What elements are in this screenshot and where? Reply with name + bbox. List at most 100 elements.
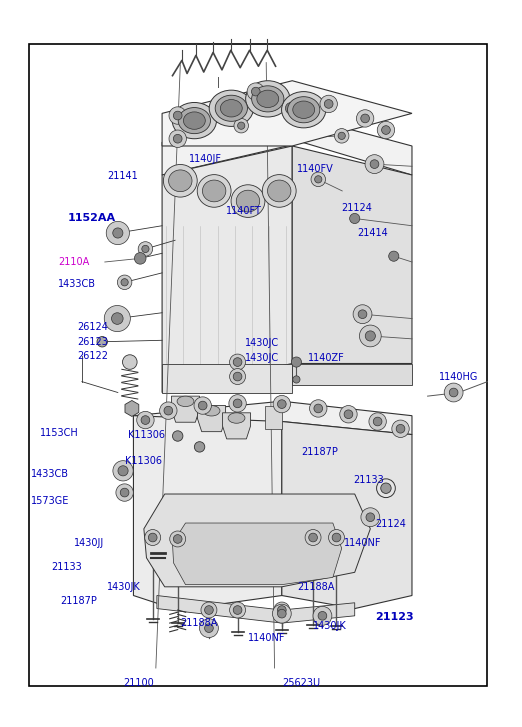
Ellipse shape <box>209 90 254 126</box>
Polygon shape <box>125 401 139 417</box>
Circle shape <box>229 395 246 412</box>
Ellipse shape <box>197 174 231 207</box>
Text: 1433CB: 1433CB <box>58 278 96 289</box>
Circle shape <box>293 376 300 383</box>
Ellipse shape <box>177 396 194 406</box>
Circle shape <box>116 484 133 501</box>
Circle shape <box>145 529 161 545</box>
Text: 21133: 21133 <box>52 561 82 571</box>
Circle shape <box>360 325 381 347</box>
Polygon shape <box>162 146 292 393</box>
Circle shape <box>170 531 186 547</box>
Circle shape <box>238 122 245 129</box>
Bar <box>29 44 488 686</box>
Ellipse shape <box>172 103 217 139</box>
Text: 1433CB: 1433CB <box>31 469 69 478</box>
Circle shape <box>365 155 384 174</box>
Ellipse shape <box>203 180 226 202</box>
Text: 26122: 26122 <box>78 351 109 361</box>
Circle shape <box>274 602 290 618</box>
Circle shape <box>142 245 149 252</box>
Ellipse shape <box>288 97 320 123</box>
Text: 1430JK: 1430JK <box>313 621 347 631</box>
Circle shape <box>278 606 286 614</box>
Circle shape <box>135 252 146 264</box>
Circle shape <box>353 305 372 324</box>
Circle shape <box>313 606 332 625</box>
Text: 1430JJ: 1430JJ <box>74 538 104 548</box>
Circle shape <box>350 214 360 224</box>
Circle shape <box>230 602 245 618</box>
Text: 21187P: 21187P <box>302 447 338 457</box>
Circle shape <box>117 275 132 289</box>
Polygon shape <box>162 108 412 175</box>
Text: 1430JC: 1430JC <box>245 338 279 348</box>
Circle shape <box>382 126 390 134</box>
Text: 1430JC: 1430JC <box>245 353 279 363</box>
Text: 1430JK: 1430JK <box>108 582 141 592</box>
Ellipse shape <box>267 180 291 202</box>
Ellipse shape <box>246 81 290 117</box>
Circle shape <box>252 87 260 96</box>
Circle shape <box>118 466 128 476</box>
Text: 21133: 21133 <box>354 475 384 484</box>
Circle shape <box>381 483 391 494</box>
Circle shape <box>335 129 349 143</box>
Circle shape <box>205 606 213 614</box>
Circle shape <box>373 417 382 426</box>
Text: 1140JF: 1140JF <box>189 154 222 164</box>
Circle shape <box>173 134 182 143</box>
Circle shape <box>113 228 123 238</box>
Polygon shape <box>134 401 412 436</box>
Circle shape <box>370 160 379 169</box>
Ellipse shape <box>231 185 265 217</box>
Circle shape <box>173 534 182 543</box>
Polygon shape <box>265 406 282 429</box>
Text: 26124: 26124 <box>78 322 109 332</box>
Circle shape <box>340 406 357 423</box>
Text: K11306: K11306 <box>128 430 165 440</box>
Circle shape <box>172 431 183 441</box>
Circle shape <box>320 95 337 113</box>
Text: 1140NF: 1140NF <box>247 632 285 643</box>
Polygon shape <box>162 364 292 393</box>
Text: 1573GE: 1573GE <box>31 497 69 506</box>
Circle shape <box>272 604 291 623</box>
Circle shape <box>194 442 205 452</box>
Circle shape <box>164 406 173 415</box>
Circle shape <box>234 119 248 133</box>
Circle shape <box>169 107 186 124</box>
Circle shape <box>396 425 405 433</box>
Ellipse shape <box>169 170 192 192</box>
Ellipse shape <box>281 92 326 128</box>
Ellipse shape <box>215 95 247 121</box>
Text: 2110A: 2110A <box>58 257 89 267</box>
Circle shape <box>357 110 374 127</box>
Circle shape <box>278 400 286 409</box>
Circle shape <box>137 411 154 429</box>
Text: 21100: 21100 <box>124 678 155 688</box>
Text: 21124: 21124 <box>375 520 407 529</box>
Text: 1140ZF: 1140ZF <box>308 353 345 363</box>
Circle shape <box>444 383 463 402</box>
Circle shape <box>247 83 265 100</box>
Circle shape <box>199 619 218 638</box>
Circle shape <box>361 114 370 123</box>
Polygon shape <box>197 406 226 432</box>
Polygon shape <box>292 146 412 364</box>
Circle shape <box>148 533 157 542</box>
Circle shape <box>138 241 152 256</box>
Circle shape <box>230 354 245 370</box>
Circle shape <box>112 313 123 324</box>
Circle shape <box>358 310 367 318</box>
Text: 1140HG: 1140HG <box>439 371 479 382</box>
Circle shape <box>318 611 327 620</box>
Ellipse shape <box>178 108 210 134</box>
Circle shape <box>233 606 242 614</box>
Text: 26123: 26123 <box>78 337 109 347</box>
Circle shape <box>286 103 297 114</box>
Text: 21187P: 21187P <box>61 596 98 606</box>
Circle shape <box>120 489 129 497</box>
Circle shape <box>344 410 353 419</box>
Text: 1140NF: 1140NF <box>345 538 382 548</box>
